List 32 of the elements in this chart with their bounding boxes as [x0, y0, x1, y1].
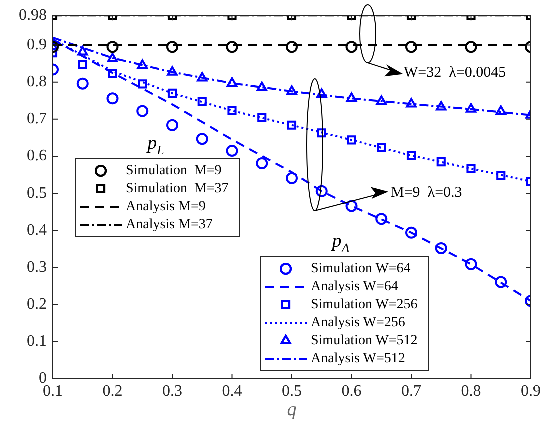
- legend-label: Simulation M=37: [126, 182, 229, 197]
- y-tick-label: 0.5: [27, 184, 47, 202]
- annotation: M=9 λ=0.3: [391, 184, 462, 201]
- x-tick-label: 0.2: [102, 382, 123, 400]
- x-tick-label: 0.4: [222, 382, 242, 400]
- legend-label: Analysis W=512: [311, 352, 406, 367]
- y-tick-label: 0.98: [19, 6, 47, 24]
- y-tick-label: 0.2: [27, 296, 47, 314]
- x-tick-label: 0.1: [43, 382, 63, 400]
- y-tick-label: 0.8: [27, 74, 47, 91]
- x-axis-title: q: [287, 400, 298, 421]
- y-tick-label: 0.6: [27, 148, 47, 165]
- legend-label: Analysis W=64: [311, 280, 398, 295]
- x-tick-label: 0.6: [342, 382, 362, 400]
- legend-label: Analysis W=256: [311, 316, 406, 331]
- legend-label: Simulation M=9: [126, 164, 222, 179]
- x-tick-label: 0.5: [282, 382, 302, 400]
- annotation: W=32 λ=0.0045: [404, 64, 506, 81]
- x-tick-label: 0.3: [162, 382, 182, 400]
- legend-label: Analysis M=37: [126, 218, 213, 233]
- legend-label: Simulation W=256: [311, 298, 418, 313]
- x-tick-label: 0.7: [402, 382, 422, 400]
- y-tick-label: 0.4: [27, 222, 47, 239]
- legend-label: Simulation W=64: [311, 262, 411, 277]
- y-tick-label: 0.1: [27, 333, 47, 350]
- y-tick-label: 0.7: [27, 110, 47, 128]
- y-tick-label: 0.3: [27, 258, 47, 276]
- legend-label: Simulation W=512: [311, 334, 418, 349]
- x-tick-label: 0.8: [461, 382, 482, 400]
- legend-label: Analysis M=9: [126, 200, 206, 215]
- y-tick-label: 0.9: [27, 36, 47, 54]
- x-tick-label: 0.9: [521, 382, 541, 400]
